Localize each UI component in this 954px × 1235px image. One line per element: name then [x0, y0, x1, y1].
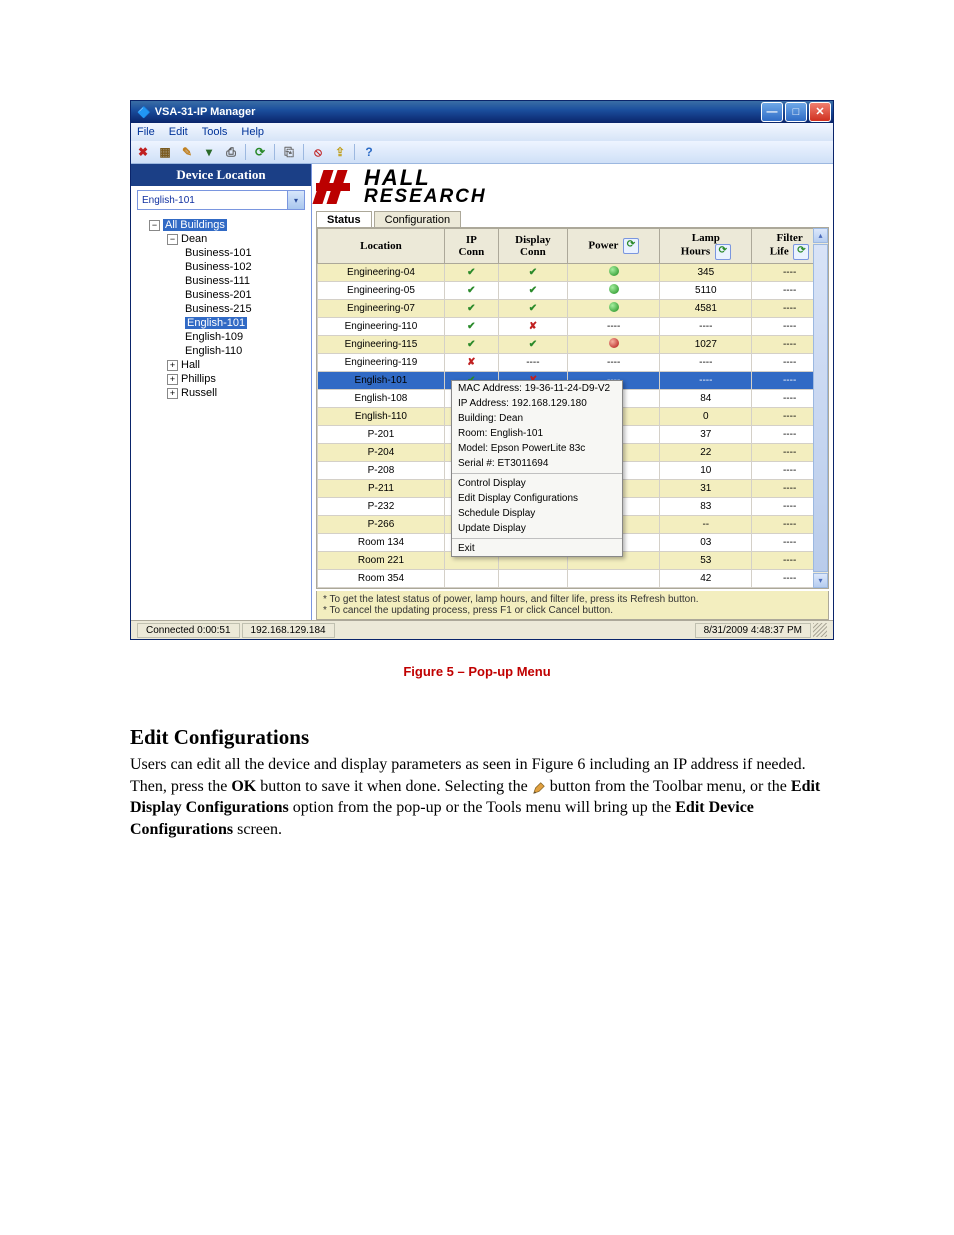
refresh-icon[interactable]: ⟳	[793, 244, 809, 260]
refresh-icon[interactable]: ⟳	[252, 144, 268, 160]
menu-file[interactable]: File	[137, 126, 155, 138]
maximize-button[interactable]: □	[785, 102, 807, 122]
export-icon[interactable]: ⇪	[332, 144, 348, 160]
tree-item[interactable]: English-110	[185, 345, 242, 357]
scroll-down-icon[interactable]: ▾	[813, 573, 828, 588]
filter-icon[interactable]: ▾	[201, 144, 217, 160]
main-panel: HALL RESEARCH Status Configuration Locat…	[312, 164, 833, 620]
document-body: Edit Configurations Users can edit all t…	[130, 725, 824, 840]
popup-action[interactable]: Update Display	[452, 521, 622, 536]
scroll-up-icon[interactable]: ▴	[813, 228, 828, 243]
logo-text: HALL RESEARCH	[364, 168, 487, 207]
menu-edit[interactable]: Edit	[169, 126, 188, 138]
hints: * To get the latest status of power, lam…	[316, 591, 829, 620]
stop-icon[interactable]: ⦸	[310, 144, 326, 160]
menu-help[interactable]: Help	[241, 126, 264, 138]
popup-info: IP Address: 192.168.129.180	[452, 396, 622, 411]
status-ip: 192.168.129.184	[242, 623, 335, 638]
col-2[interactable]: DisplayConn	[498, 229, 567, 264]
popup-action[interactable]: Schedule Display	[452, 506, 622, 521]
app-window: 🔷 VSA-31-IP Manager — □ ✕ File Edit Tool…	[130, 100, 834, 640]
tabstrip: Status Configuration	[312, 210, 833, 227]
toolbar: ✖ ▦ ✎ ▾ ⎙ ⟳ ⎘ ⦸ ⇪?	[131, 141, 833, 164]
popup-action[interactable]: Control Display	[452, 476, 622, 491]
tree-root[interactable]: All Buildings	[163, 219, 227, 231]
tree-item[interactable]: Business-111	[185, 275, 250, 287]
popup-info: Room: English-101	[452, 426, 622, 441]
chevron-down-icon[interactable]: ▾	[287, 191, 304, 209]
resize-grip[interactable]	[813, 623, 827, 637]
menubar: File Edit Tools Help	[131, 123, 833, 141]
logo: HALL RESEARCH	[312, 164, 833, 210]
close-icon[interactable]: ✖	[135, 144, 151, 160]
titlebar: 🔷 VSA-31-IP Manager — □ ✕	[131, 101, 833, 123]
tree: −All Buildings−DeanBusiness-101Business-…	[131, 214, 311, 404]
figure-caption: Figure 5 – Pop-up Menu	[130, 664, 824, 679]
hint-2: * To cancel the updating process, press …	[323, 605, 822, 616]
tree-item[interactable]: Business-201	[185, 289, 252, 301]
status-connection: Connected 0:00:51	[137, 623, 240, 638]
statusbar: Connected 0:00:51 192.168.129.184 8/31/2…	[131, 620, 833, 639]
popup-info: Serial #: ET3011694	[452, 456, 622, 471]
tab-configuration[interactable]: Configuration	[374, 211, 461, 228]
table-row[interactable]: Engineering-110✔✘------------	[318, 318, 828, 336]
status-time: 8/31/2009 4:48:37 PM	[695, 623, 811, 638]
popup-action[interactable]: Edit Display Configurations	[452, 491, 622, 506]
window-title: VSA-31-IP Manager	[155, 106, 256, 118]
tree-item[interactable]: Phillips	[181, 373, 216, 385]
tree-item[interactable]: Russell	[181, 387, 217, 399]
refresh-icon[interactable]: ⟳	[715, 244, 731, 260]
col-4[interactable]: LampHours ⟳	[660, 229, 752, 264]
popup-info: MAC Address: 19-36-11-24-D9-V2	[452, 381, 622, 396]
logo-mark	[318, 170, 358, 204]
table-row[interactable]: Room 35442----	[318, 570, 828, 588]
help-icon[interactable]: ?	[361, 144, 377, 160]
section-paragraph: Users can edit all the device and displa…	[130, 754, 824, 840]
tree-item[interactable]: Business-101	[185, 247, 252, 259]
menu-tools[interactable]: Tools	[202, 126, 228, 138]
tab-status[interactable]: Status	[316, 211, 372, 228]
refresh-icon[interactable]: ⟳	[623, 238, 639, 254]
pencil-icon	[532, 780, 546, 794]
edit-icon[interactable]: ✎	[179, 144, 195, 160]
col-3[interactable]: Power ⟳	[567, 229, 659, 264]
hint-1: * To get the latest status of power, lam…	[323, 594, 822, 605]
col-1[interactable]: IPConn	[444, 229, 498, 264]
table-row[interactable]: Engineering-07✔✔4581----	[318, 300, 828, 318]
tree-item[interactable]: English-109	[185, 331, 243, 343]
app-icon: 🔷	[137, 106, 151, 119]
tree-item[interactable]: Business-102	[185, 261, 252, 273]
sidebar: Device Location English-101 ▾ −All Build…	[131, 164, 312, 620]
scroll-thumb[interactable]	[813, 244, 828, 572]
table-row[interactable]: Engineering-115✔✔1027----	[318, 336, 828, 354]
tree-item[interactable]: Hall	[181, 359, 200, 371]
vertical-scrollbar[interactable]: ▴ ▾	[813, 228, 828, 588]
table-row[interactable]: Engineering-04✔✔345----	[318, 264, 828, 282]
combo-value: English-101	[142, 195, 195, 206]
popup-exit[interactable]: Exit	[452, 541, 622, 556]
col-0[interactable]: Location	[318, 229, 445, 264]
section-heading: Edit Configurations	[130, 725, 824, 750]
location-combo[interactable]: English-101 ▾	[137, 190, 305, 210]
properties-icon[interactable]: ▦	[157, 144, 173, 160]
tree-item[interactable]: Business-215	[185, 303, 252, 315]
close-button[interactable]: ✕	[809, 102, 831, 122]
tree-item[interactable]: English-101	[185, 317, 247, 329]
table-row[interactable]: Engineering-05✔✔5110----	[318, 282, 828, 300]
copy-icon[interactable]: ⎘	[281, 144, 297, 160]
popup-info: Model: Epson PowerLite 83c	[452, 441, 622, 456]
print-icon[interactable]: ⎙	[223, 144, 239, 160]
minimize-button[interactable]: —	[761, 102, 783, 122]
tree-dean[interactable]: Dean	[181, 233, 207, 245]
sidebar-heading: Device Location	[131, 164, 311, 186]
context-popup: MAC Address: 19-36-11-24-D9-V2IP Address…	[451, 380, 623, 557]
popup-info: Building: Dean	[452, 411, 622, 426]
table-row[interactable]: Engineering-119✘----------------	[318, 354, 828, 372]
grid-wrap: LocationIPConnDisplayConnPower ⟳LampHour…	[316, 227, 829, 589]
